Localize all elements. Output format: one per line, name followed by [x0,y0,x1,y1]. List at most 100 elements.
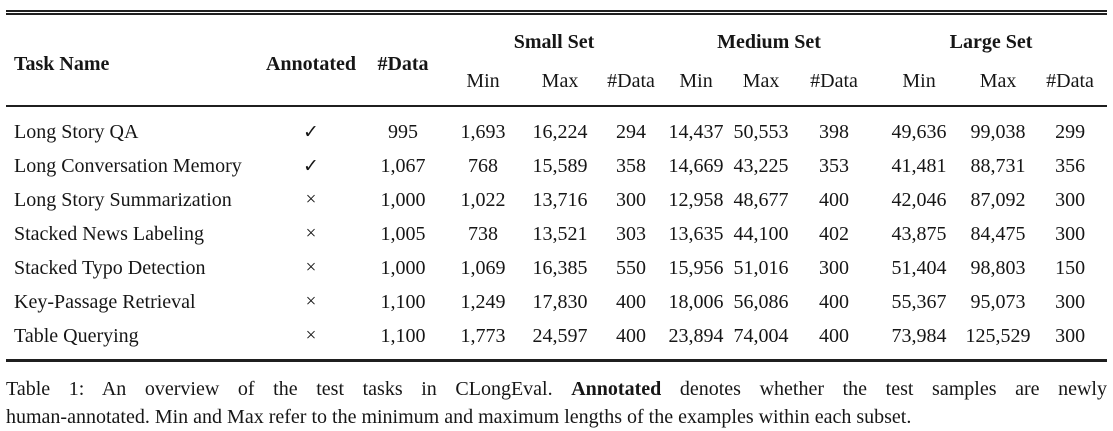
small-min-cell: 1,249 [460,290,506,313]
table-row: Long Story QA ✓ 995 1,693 16,224 294 14,… [6,106,1107,149]
task-name-cell: Stacked Typo Detection [14,256,206,279]
small-min-cell: 1,022 [460,188,506,211]
medium-data-cell: 398 [819,120,850,143]
medium-max-cell: 74,004 [733,324,789,347]
large-data-cell: 300 [1055,290,1086,313]
small-max-cell: 13,521 [532,222,588,245]
medium-min-cell: 18,006 [668,290,724,313]
small-min-cell: 1,069 [460,256,506,279]
large-data-cell: 300 [1055,188,1086,211]
annotated-cross-mark: × [305,189,317,210]
small-data-cell: 400 [616,324,647,347]
large-data-cell: 356 [1055,154,1086,177]
table-row: Long Story Summarization × 1,000 1,022 1… [6,183,1107,217]
table-row: Key-Passage Retrieval × 1,100 1,249 17,8… [6,285,1107,319]
large-max-cell: 125,529 [965,324,1031,347]
caption-line-1: Table 1: An overview of the test tasks i… [6,375,1107,403]
large-min-cell: 55,367 [891,290,947,313]
large-min-cell: 73,984 [891,324,947,347]
small-min-cell: 768 [468,154,498,177]
annotated-cross-mark: × [305,291,317,312]
task-name-cell: Table Querying [14,324,139,347]
header-row-groups: Task Name Annotated #Data Small Set Medi… [6,13,1107,75]
data-count-cell: 1,067 [380,154,426,177]
task-name-cell: Key-Passage Retrieval [14,290,196,313]
medium-min-cell: 15,956 [668,256,724,279]
medium-min-cell: 14,669 [668,154,724,177]
data-count-cell: 1,005 [380,222,426,245]
small-max-cell: 16,224 [532,120,588,143]
large-max-cell: 88,731 [970,154,1026,177]
subheader-small-max: Max [541,69,579,92]
data-count-cell: 1,000 [380,256,426,279]
table-row: Stacked News Labeling × 1,005 738 13,521… [6,217,1107,251]
data-count-cell: 1,100 [380,290,426,313]
clongeval-overview-table: Task Name Annotated #Data Small Set Medi… [6,10,1108,362]
data-count-cell: 995 [388,120,418,143]
table-header: Task Name Annotated #Data Small Set Medi… [6,13,1108,106]
header-row-subcolumns: Min Max #Data Min Max #Data Min Max #Dat… [6,61,1107,106]
small-data-cell: 303 [616,222,647,245]
medium-max-cell: 48,677 [733,188,789,211]
large-max-cell: 99,038 [970,120,1026,143]
medium-max-cell: 51,016 [733,256,789,279]
large-min-cell: 51,404 [891,256,947,279]
task-name-cell: Long Conversation Memory [14,154,242,177]
annotated-cross-mark: × [305,325,317,346]
subheader-medium-data: #Data [810,69,858,92]
annotated-cross-mark: × [305,223,317,244]
data-count-cell: 1,100 [380,324,426,347]
medium-min-cell: 23,894 [668,324,724,347]
medium-data-cell: 400 [819,188,850,211]
large-min-cell: 42,046 [891,188,947,211]
small-data-cell: 400 [616,290,647,313]
subheader-medium-min: Min [679,69,713,92]
large-min-cell: 43,875 [891,222,947,245]
col-header-annotated: Annotated [265,52,356,75]
subheader-large-min: Min [902,69,936,92]
table-body: Long Story QA ✓ 995 1,693 16,224 294 14,… [6,106,1107,361]
task-name-cell: Stacked News Labeling [14,222,204,245]
table-caption: Table 1: An overview of the test tasks i… [6,375,1107,431]
small-max-cell: 13,716 [532,188,588,211]
task-name-cell: Long Story QA [14,120,139,143]
large-min-cell: 49,636 [891,120,947,143]
subheader-large-max: Max [979,69,1017,92]
small-data-cell: 300 [616,188,647,211]
medium-max-cell: 43,225 [733,154,789,177]
large-min-cell: 41,481 [891,154,947,177]
medium-data-cell: 400 [819,324,850,347]
medium-min-cell: 12,958 [668,188,724,211]
large-max-cell: 95,073 [970,290,1026,313]
caption-text-prefix: Table 1: An overview of the test tasks i… [6,378,572,400]
medium-max-cell: 56,086 [733,290,789,313]
medium-data-cell: 402 [819,222,850,245]
annotated-check-mark: ✓ [303,121,319,143]
table-row: Long Conversation Memory ✓ 1,067 768 15,… [6,149,1107,183]
group-header-small-set: Small Set [513,30,595,53]
medium-min-cell: 14,437 [668,120,724,143]
small-min-cell: 738 [468,222,498,245]
small-max-cell: 15,589 [532,154,588,177]
small-min-cell: 1,773 [460,324,506,347]
medium-data-cell: 300 [819,256,850,279]
small-min-cell: 1,693 [460,120,506,143]
subheader-medium-max: Max [742,69,780,92]
task-name-cell: Long Story Summarization [14,188,232,211]
small-data-cell: 294 [616,120,647,143]
small-data-cell: 550 [616,256,647,279]
table-row: Stacked Typo Detection × 1,000 1,069 16,… [6,251,1107,285]
caption-bold-annotated: Annotated [571,378,662,400]
subheader-small-data: #Data [607,69,655,92]
subheader-large-data: #Data [1046,69,1094,92]
small-max-cell: 24,597 [532,324,588,347]
group-header-large-set: Large Set [949,30,1033,53]
large-data-cell: 299 [1055,120,1086,143]
small-data-cell: 358 [616,154,647,177]
large-max-cell: 98,803 [970,256,1026,279]
annotated-check-mark: ✓ [303,155,319,177]
group-header-medium-set: Medium Set [717,30,821,53]
medium-min-cell: 13,635 [668,222,724,245]
medium-data-cell: 400 [819,290,850,313]
